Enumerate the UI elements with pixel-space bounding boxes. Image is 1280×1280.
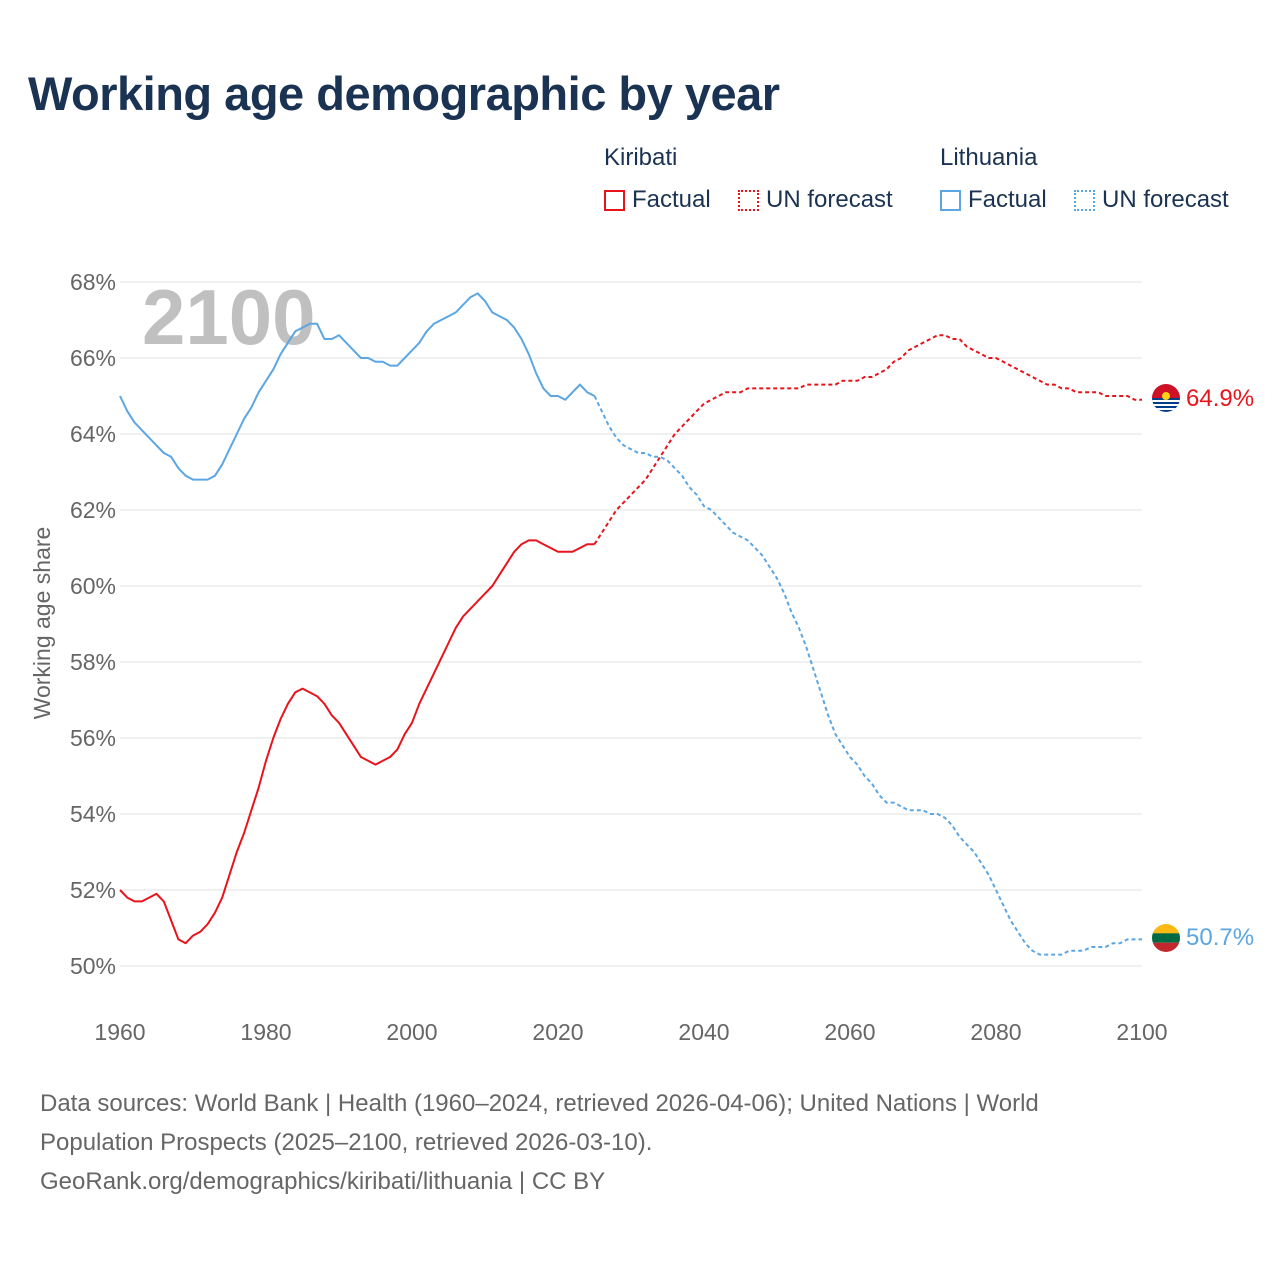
y-tick-label: 60%	[70, 573, 116, 599]
legend-lithuania-forecast[interactable]: UN forecast	[1074, 186, 1229, 214]
y-tick-label: 50%	[70, 953, 116, 979]
y-tick-label: 66%	[70, 345, 116, 371]
y-tick-label: 62%	[70, 497, 116, 523]
x-tick-label: 2040	[678, 1019, 729, 1045]
x-tick-label: 2060	[824, 1019, 875, 1045]
legend-lithuania-factual-swatch	[940, 189, 961, 211]
legend-lithuania-country: Lithuania	[940, 144, 1038, 171]
legend-lithuania-forecast-label: UN forecast	[1102, 186, 1229, 213]
legend-kiribati-country: Kiribati	[604, 144, 678, 171]
x-tick-label: 2080	[970, 1019, 1021, 1045]
year-label: 2100	[142, 273, 316, 361]
y-axis-label: Working age share	[29, 527, 55, 720]
end-markers	[1152, 384, 1180, 952]
footer-line-1: Data sources: World Bank | Health (1960–…	[40, 1090, 1039, 1117]
legend-kiribati-factual[interactable]: Factual	[604, 186, 711, 214]
lithuania-flag-icon	[1152, 924, 1180, 952]
legend-kiribati-factual-label: Factual	[632, 186, 711, 213]
legend-lithuania-factual-label: Factual	[968, 186, 1047, 213]
x-tick-label: 2000	[386, 1019, 437, 1045]
series-lines	[119, 292, 1142, 956]
legend-kiribati-factual-swatch	[604, 189, 625, 211]
y-axis-ticks: 50% 52% 54% 56% 58% 60% 62% 64% 66% 68%	[70, 269, 116, 979]
gridlines	[120, 281, 1142, 967]
legend-lithuania-factual[interactable]: Factual	[940, 186, 1047, 214]
footer-sources: Data sources: World Bank | Health (1960–…	[40, 1084, 1240, 1201]
y-tick-label: 58%	[70, 649, 116, 675]
legend-lithuania-forecast-swatch	[1074, 189, 1095, 211]
lithuania-end-value: 50.7%	[1186, 924, 1254, 951]
y-tick-label: 56%	[70, 725, 116, 751]
kiribati-forecast-line	[593, 334, 1142, 545]
kiribati-end-value: 64.9%	[1186, 385, 1254, 412]
footer-line-2: Population Prospects (2025–2100, retriev…	[40, 1129, 653, 1156]
x-tick-label: 2020	[532, 1019, 583, 1045]
x-tick-label: 1960	[94, 1019, 145, 1045]
y-tick-label: 54%	[70, 801, 116, 827]
y-tick-label: 52%	[70, 877, 116, 903]
x-tick-label: 2100	[1116, 1019, 1167, 1045]
footer-line-3: GeoRank.org/demographics/kiribati/lithua…	[40, 1168, 606, 1195]
y-tick-label: 64%	[70, 421, 116, 447]
lithuania-forecast-line	[593, 395, 1142, 956]
legend-kiribati-forecast[interactable]: UN forecast	[738, 186, 893, 214]
lithuania-factual-line	[119, 292, 595, 481]
chart-title: Working age demographic by year	[28, 67, 780, 120]
kiribati-factual-line	[119, 539, 595, 945]
x-axis-ticks: 1960 1980 2000 2020 2040 2060 2080 2100	[94, 1019, 1167, 1045]
x-tick-label: 1980	[240, 1019, 291, 1045]
y-tick-label: 68%	[70, 269, 116, 295]
kiribati-flag-icon	[1152, 384, 1180, 412]
legend-kiribati-forecast-label: UN forecast	[766, 186, 893, 213]
legend-kiribati-forecast-swatch	[738, 189, 759, 211]
